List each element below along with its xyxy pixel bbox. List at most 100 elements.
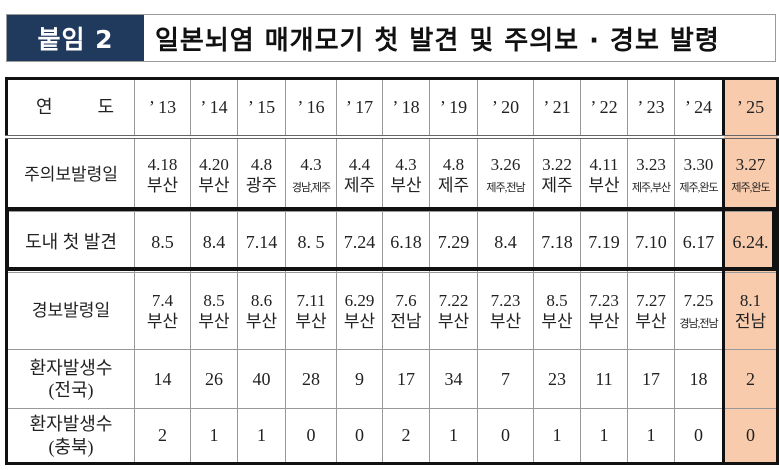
patients-national-cell: 2 [722,349,779,409]
label-line-2: (전국) [48,380,94,400]
year-cell: ’ 17 [336,78,383,139]
patients-national-cell: 9 [336,349,383,409]
advisory-date: 4.11 [589,154,619,174]
attachment-badge: 붙임 2 [7,15,144,61]
patients-national-cell: 34 [429,349,478,409]
advisory-date: 4.8 [442,154,465,174]
patients-chungbuk-cell: 2 [134,408,191,464]
patients-chungbuk-cell: 1 [190,408,238,464]
advisory-cell: 3.30 제주,완도 [674,136,724,212]
first-found-row: 도내 첫 발견 8.5 8.4 7.14 8. 5 7.24 6.18 7.29 8.4 7.1… [6,211,779,273]
advisory-cell: 3.27 제주,완도 [722,136,779,212]
warning-region: 부산 [489,312,522,331]
year-cell: ’ 22 [580,78,628,139]
label-line-1: 환자발생수 [29,357,113,378]
first-found-cell: 8.5 [134,211,191,273]
year-cell: ’ 15 [237,78,286,139]
warning-cell: 7.4 부산 [134,272,191,350]
warning-region: 부산 [295,312,327,331]
year-cell: ’ 25 [722,78,779,139]
first-found-cell: 6.24. [722,211,779,273]
advisory-cell: 4.11 부산 [580,136,628,212]
warning-region: 경남,전남 [679,318,718,330]
advisory-date: 4.4 [348,154,371,174]
advisory-row: 주의보발령일 4.18 부산 4.20 부산 4.8 광주 4.3 경남,제주 4.4 제주 4.3… [6,136,779,212]
warning-cell: 7.6 전남 [382,272,430,350]
advisory-region: 제주 [343,176,376,195]
year-cell: ’ 13 [134,78,191,139]
patients-chungbuk-cell: 1 [627,408,675,464]
year-cell: ’ 21 [533,78,581,139]
advisory-region: 광주 [245,176,278,195]
advisory-region: 제주,완도 [679,182,718,194]
year-cell: ’ 20 [477,78,534,139]
title-banner: 붙임 2 일본뇌염 매개모기 첫 발견 및 주의보 · 경보 발령 [6,14,776,62]
advisory-cell: 3.23 제주,부산 [627,136,675,212]
advisory-cell: 4.8 광주 [237,136,286,212]
advisory-region: 부산 [146,176,179,195]
year-cell: ’ 18 [382,78,430,139]
advisory-cell: 4.4 제주 [336,136,383,212]
first-found-cell: 6.17 [674,211,724,273]
patients-chungbuk-cell: 1 [533,408,581,464]
warning-cell: 7.23 부산 [477,272,534,350]
advisory-label: 주의보발령일 [6,136,135,212]
warning-region: 전남 [734,312,767,331]
warning-cell: 6.29 부산 [336,272,383,350]
warning-date: 7.4 [151,290,174,310]
patients-chungbuk-cell: 0 [477,408,534,464]
first-found-cell: 8. 5 [285,211,337,273]
page-title: 일본뇌염 매개모기 첫 발견 및 주의보 · 경보 발령 [155,25,720,56]
warning-region: 부산 [245,312,278,331]
warning-cell: 7.27 부산 [627,272,675,350]
advisory-date: 4.3 [300,154,322,174]
warning-row: 경보발령일 7.4 부산 8.5 부산 8.6 부산 7.11 부산 6.29 부산 7.6 전남 7.… [6,272,779,350]
warning-date: 8.5 [546,290,568,310]
advisory-region: 제주,전남 [486,182,525,194]
advisory-date: 3.22 [542,154,572,174]
warning-region: 부산 [588,312,620,331]
advisory-date: 4.20 [199,154,229,174]
label-line-1: 환자발생수 [29,414,113,434]
warning-cell: 8.1 전남 [722,272,779,350]
first-found-cell: 7.18 [533,211,581,273]
warning-date: 6.29 [344,290,375,310]
first-found-cell: 7.14 [237,211,286,273]
first-found-label: 도내 첫 발견 [6,211,135,273]
advisory-cell: 4.18 부산 [134,136,191,212]
warning-date: 8.1 [739,290,762,310]
warning-region: 부산 [343,312,376,331]
warning-date: 7.23 [490,290,521,310]
year-cell: ’ 19 [429,78,478,139]
patients-national-cell: 26 [190,349,238,409]
patients-national-cell: 7 [477,349,534,409]
warning-cell: 7.25 경남,전남 [674,272,724,350]
warning-date: 7.6 [395,290,417,310]
patients-chungbuk-cell: 0 [336,408,383,464]
first-found-cell: 7.24 [336,211,383,273]
advisory-date: 3.26 [490,154,521,174]
year-cell: ’ 14 [190,78,238,139]
warning-label: 경보발령일 [6,272,135,350]
year-label-a: 연 [36,97,53,118]
patients-chungbuk-cell: 2 [382,408,430,464]
first-found-cell: 7.19 [580,211,628,273]
patients-national-cell: 18 [674,349,724,409]
patients-chungbuk-cell: 0 [674,408,724,464]
patients-chungbuk-cell: 1 [580,408,628,464]
warning-date: 7.27 [636,290,666,310]
advisory-date: 3.30 [683,154,714,174]
patients-national-label: 환자발생수 (전국) [6,349,135,409]
warning-cell: 7.23 부산 [580,272,628,350]
first-found-cell: 7.29 [429,211,478,273]
warning-cell: 8.5 부산 [533,272,581,350]
advisory-region: 부산 [198,176,230,195]
warning-cell: 7.11 부산 [285,272,337,350]
warning-region: 부산 [198,312,230,331]
advisory-region: 제주,완도 [731,182,770,194]
advisory-date: 4.18 [147,154,178,174]
warning-date: 7.23 [589,290,619,310]
first-found-cell: 6.18 [382,211,430,273]
advisory-region: 제주 [437,176,470,195]
